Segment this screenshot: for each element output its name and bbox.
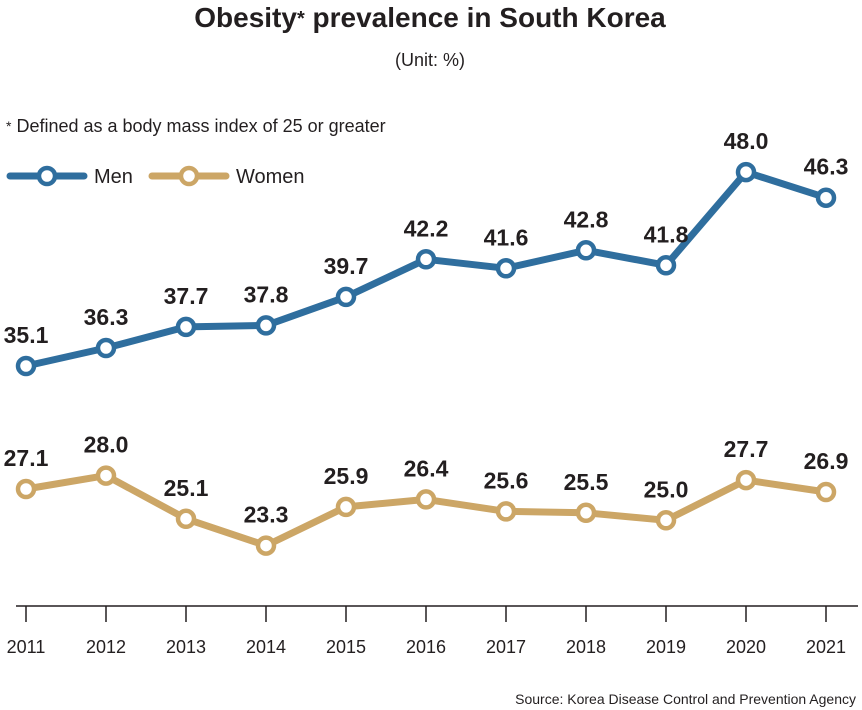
source-note: Source: Korea Disease Control and Preven… (515, 691, 856, 707)
data-label-men-2021: 46.3 (804, 154, 849, 180)
legend-item-women: Women (148, 165, 305, 188)
point-men-2019 (655, 255, 677, 276)
data-label-women-2014: 23.3 (244, 502, 289, 528)
point-women-2013 (175, 508, 197, 530)
x-tick-label-2016: 2016 (406, 637, 446, 657)
data-label-women-2020: 27.7 (724, 436, 769, 462)
point-women-2017 (495, 501, 517, 522)
data-label-men-2017: 41.6 (484, 224, 529, 250)
point-men-2021 (815, 187, 837, 208)
point-women-2014 (255, 535, 277, 556)
data-label-women-2012: 28.0 (84, 432, 129, 458)
point-women-2012 (95, 465, 117, 486)
point-men-2018 (575, 240, 597, 261)
footnote: * Defined as a body mass index of 25 or … (6, 116, 386, 136)
legend-marker-women (178, 165, 200, 187)
plot-area: 35.1 36.3 37.7 37.8 39.7 42.2 41.6 42.8 41.8 48.0… (4, 128, 849, 556)
data-label-men-2011: 35.1 (4, 322, 49, 348)
data-label-women-2017: 25.6 (484, 467, 529, 493)
data-label-women-2015: 25.9 (324, 463, 369, 489)
point-women-2020 (735, 469, 757, 491)
data-label-women-2021: 26.9 (804, 448, 849, 474)
point-men-2020 (735, 161, 757, 183)
series-women: 27.1 28.0 25.1 23.3 25.9 26.4 25.6 25.5 25.0 27.7… (4, 432, 849, 556)
point-women-2021 (815, 481, 837, 503)
point-men-2013 (175, 316, 197, 338)
x-tick-label-2019: 2019 (646, 637, 686, 657)
point-women-2016 (415, 489, 437, 510)
x-tick-label-2012: 2012 (86, 637, 126, 657)
point-men-2016 (415, 249, 437, 270)
x-tick-label-2021: 2021 (806, 637, 846, 657)
legend: Men Women (6, 165, 305, 188)
data-label-women-2011: 27.1 (4, 445, 49, 471)
data-label-women-2013: 25.1 (164, 475, 209, 501)
legend-label-men: Men (94, 166, 133, 188)
legend-marker-men (36, 165, 58, 187)
data-label-women-2016: 26.4 (404, 455, 449, 481)
point-women-2011 (15, 478, 37, 500)
data-label-men-2015: 39.7 (324, 253, 369, 279)
x-tick-label-2015: 2015 (326, 637, 366, 657)
data-label-women-2018: 25.5 (564, 469, 609, 495)
x-tick-label-2018: 2018 (566, 637, 606, 657)
x-tick-label-2011: 2011 (7, 637, 46, 657)
point-men-2017 (495, 258, 517, 279)
data-label-women-2019: 25.0 (644, 476, 689, 502)
x-axis-ticks: 2011 2012 2013 2014 2015 2016 2017 2018 2019 2020… (7, 606, 846, 657)
point-men-2011 (15, 355, 37, 377)
series-line-women (22, 472, 830, 550)
x-tick-label-2013: 2013 (166, 637, 206, 657)
data-label-men-2020: 48.0 (724, 128, 769, 154)
data-label-men-2012: 36.3 (84, 304, 129, 330)
data-label-men-2013: 37.7 (164, 283, 209, 309)
point-men-2015 (335, 286, 357, 308)
x-tick-label-2014: 2014 (246, 637, 286, 657)
point-women-2019 (655, 510, 677, 531)
data-label-men-2014: 37.8 (244, 281, 289, 307)
x-tick-label-2020: 2020 (726, 637, 766, 657)
point-women-2018 (575, 502, 597, 524)
series-men: 35.1 36.3 37.7 37.8 39.7 42.2 41.6 42.8 41.8 48.0… (4, 128, 849, 377)
unit-label: (Unit: %) (395, 50, 465, 70)
point-men-2014 (255, 315, 277, 336)
data-label-men-2019: 41.8 (644, 221, 689, 247)
legend-item-men: Men (6, 165, 133, 188)
point-men-2012 (95, 337, 117, 359)
chart-title: Obesity* prevalence in South Korea (194, 2, 666, 33)
legend-label-women: Women (236, 166, 305, 188)
data-label-men-2016: 42.2 (404, 215, 449, 241)
data-label-men-2018: 42.8 (564, 206, 609, 232)
point-women-2015 (335, 496, 357, 518)
x-tick-label-2017: 2017 (486, 637, 526, 657)
